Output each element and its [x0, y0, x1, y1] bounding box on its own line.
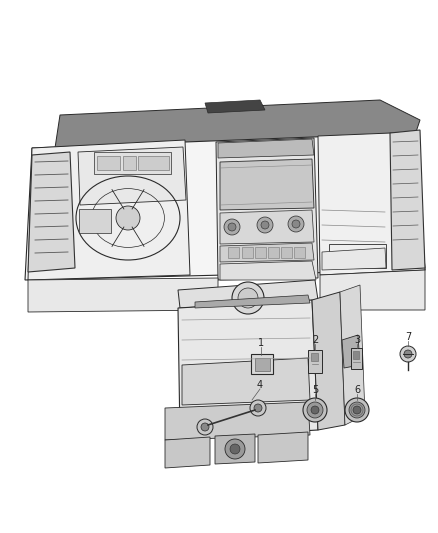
FancyBboxPatch shape [251, 354, 273, 374]
Polygon shape [318, 132, 425, 275]
Circle shape [307, 402, 323, 418]
Circle shape [254, 404, 262, 412]
Polygon shape [165, 437, 210, 468]
Polygon shape [25, 133, 425, 280]
Circle shape [116, 206, 140, 230]
Circle shape [238, 288, 258, 308]
Text: 1: 1 [258, 338, 264, 348]
Polygon shape [78, 147, 186, 205]
FancyBboxPatch shape [96, 156, 120, 169]
Circle shape [232, 282, 264, 314]
Circle shape [303, 398, 327, 422]
Polygon shape [55, 100, 420, 148]
Circle shape [311, 406, 319, 414]
Circle shape [261, 221, 269, 229]
FancyBboxPatch shape [293, 246, 304, 257]
Text: 2: 2 [312, 335, 318, 345]
Polygon shape [28, 140, 190, 280]
Polygon shape [220, 210, 314, 244]
FancyBboxPatch shape [94, 152, 171, 174]
Polygon shape [195, 295, 310, 308]
Polygon shape [322, 248, 386, 270]
Circle shape [225, 439, 245, 459]
Circle shape [404, 350, 412, 358]
FancyBboxPatch shape [353, 351, 359, 359]
Circle shape [250, 400, 266, 416]
Circle shape [257, 217, 273, 233]
Circle shape [349, 402, 365, 418]
Circle shape [292, 220, 300, 228]
Text: 6: 6 [354, 385, 360, 395]
Circle shape [201, 423, 209, 431]
Polygon shape [220, 243, 314, 262]
Text: 3: 3 [354, 335, 360, 345]
FancyBboxPatch shape [268, 246, 279, 257]
Circle shape [353, 406, 361, 414]
Circle shape [288, 216, 304, 232]
FancyBboxPatch shape [254, 358, 269, 370]
Polygon shape [312, 292, 345, 430]
Polygon shape [258, 432, 308, 463]
Polygon shape [178, 280, 318, 308]
FancyBboxPatch shape [79, 209, 111, 233]
Polygon shape [28, 152, 75, 272]
Polygon shape [216, 138, 318, 280]
Polygon shape [182, 358, 310, 405]
Circle shape [345, 398, 369, 422]
FancyBboxPatch shape [350, 348, 361, 368]
FancyBboxPatch shape [280, 246, 292, 257]
Circle shape [197, 419, 213, 435]
FancyBboxPatch shape [227, 246, 239, 257]
Polygon shape [218, 139, 314, 158]
Circle shape [230, 444, 240, 454]
FancyBboxPatch shape [307, 350, 321, 373]
FancyBboxPatch shape [254, 246, 265, 257]
FancyBboxPatch shape [311, 353, 318, 361]
Circle shape [228, 223, 236, 231]
Polygon shape [205, 100, 265, 113]
Text: 4: 4 [257, 380, 263, 390]
Circle shape [224, 219, 240, 235]
Circle shape [400, 346, 416, 362]
FancyBboxPatch shape [241, 246, 252, 257]
Polygon shape [178, 300, 318, 438]
Polygon shape [320, 270, 425, 310]
FancyBboxPatch shape [329, 244, 386, 268]
Text: 7: 7 [405, 332, 411, 342]
Polygon shape [215, 434, 255, 464]
Polygon shape [165, 402, 310, 440]
Polygon shape [340, 285, 365, 425]
FancyBboxPatch shape [123, 156, 135, 169]
Polygon shape [342, 335, 360, 368]
Polygon shape [220, 159, 314, 210]
Polygon shape [390, 130, 425, 270]
Text: 5: 5 [312, 385, 318, 395]
Polygon shape [220, 261, 316, 280]
FancyBboxPatch shape [138, 156, 169, 169]
Polygon shape [28, 278, 218, 312]
